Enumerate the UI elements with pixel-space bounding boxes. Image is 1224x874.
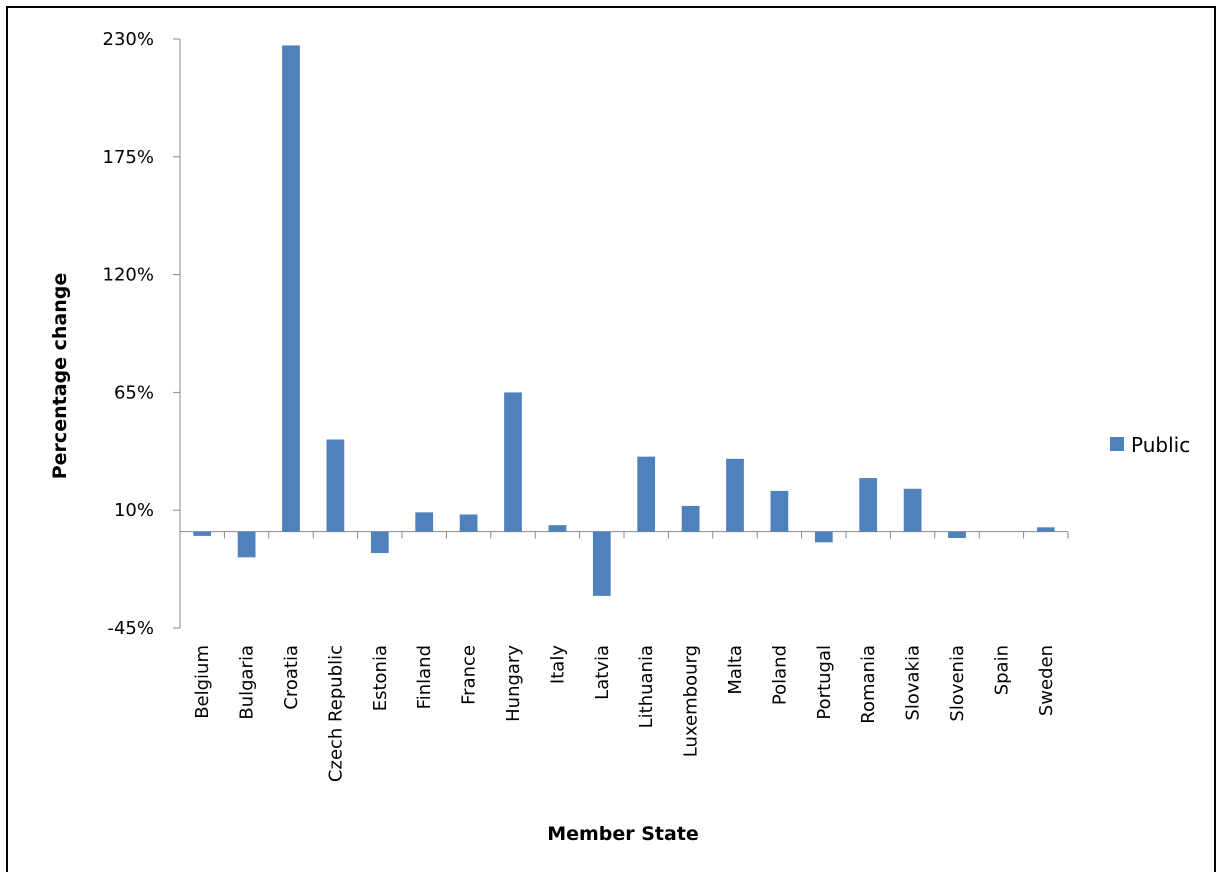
- x-category-label: Latvia: [592, 645, 613, 700]
- legend: Public: [1110, 433, 1190, 457]
- x-category-label: Romania: [858, 645, 879, 724]
- bar-slovenia: [948, 531, 966, 539]
- x-category-label: Luxembourg: [681, 645, 702, 757]
- bar-poland: [770, 490, 789, 532]
- bar-italy: [548, 525, 567, 532]
- bar-sweden: [1036, 527, 1055, 532]
- x-category-label: Italy: [547, 645, 568, 684]
- y-tick-label: 65%: [114, 382, 154, 403]
- x-category-label: Lithuania: [636, 645, 657, 728]
- y-tick-label: 230%: [103, 29, 154, 50]
- x-category-label: Bulgaria: [237, 645, 258, 720]
- bars: [193, 45, 1055, 596]
- x-category-label: Hungary: [503, 645, 524, 722]
- legend-swatch-public: [1110, 437, 1124, 451]
- y-tick-label: -45%: [107, 618, 154, 639]
- bar-latvia: [592, 531, 611, 596]
- bar-france: [459, 514, 478, 532]
- y-tick-label: 175%: [103, 147, 154, 168]
- y-tick-label: 10%: [114, 500, 154, 521]
- bar-romania: [859, 478, 878, 532]
- bar-lithuania: [637, 456, 656, 532]
- category-labels: Belgium Bulgaria Croatia Czech Republic Esto…: [192, 645, 1057, 782]
- x-category-label: Poland: [769, 645, 790, 705]
- x-category-label: Sweden: [1036, 645, 1057, 716]
- bar-portugal: [814, 531, 833, 543]
- x-category-label: Malta: [725, 645, 746, 695]
- x-category-label: Portugal: [814, 645, 835, 720]
- bar-belgium: [193, 531, 212, 536]
- bar-czech-republic: [326, 439, 345, 532]
- bar-slovakia: [903, 488, 922, 532]
- y-axis: -45% 10% 65% 120% 175% 230%: [103, 29, 181, 639]
- bar-luxembourg: [681, 505, 700, 532]
- x-category-label: Finland: [414, 645, 435, 709]
- x-category-label: Croatia: [281, 645, 302, 710]
- y-axis-title: Percentage change: [49, 273, 71, 480]
- x-category-label: France: [459, 645, 480, 705]
- bar-malta: [726, 458, 744, 532]
- bar-estonia: [370, 531, 389, 554]
- chart-frame: [6, 6, 1216, 872]
- x-category-label: Slovakia: [903, 645, 924, 721]
- x-category-label: Slovenia: [947, 645, 968, 722]
- x-category-label: Czech Republic: [325, 645, 346, 782]
- x-axis: [179, 531, 1069, 539]
- x-category-label: Spain: [991, 645, 1012, 695]
- bar-hungary: [504, 392, 522, 532]
- y-tick-label: 120%: [103, 265, 154, 286]
- bar-finland: [415, 512, 434, 532]
- bar-croatia: [282, 45, 300, 532]
- x-category-label: Belgium: [192, 645, 213, 719]
- bar-bulgaria: [237, 531, 256, 558]
- legend-label-public: Public: [1131, 433, 1190, 457]
- x-category-label: Estonia: [370, 645, 391, 711]
- x-axis-title: Member State: [547, 823, 699, 845]
